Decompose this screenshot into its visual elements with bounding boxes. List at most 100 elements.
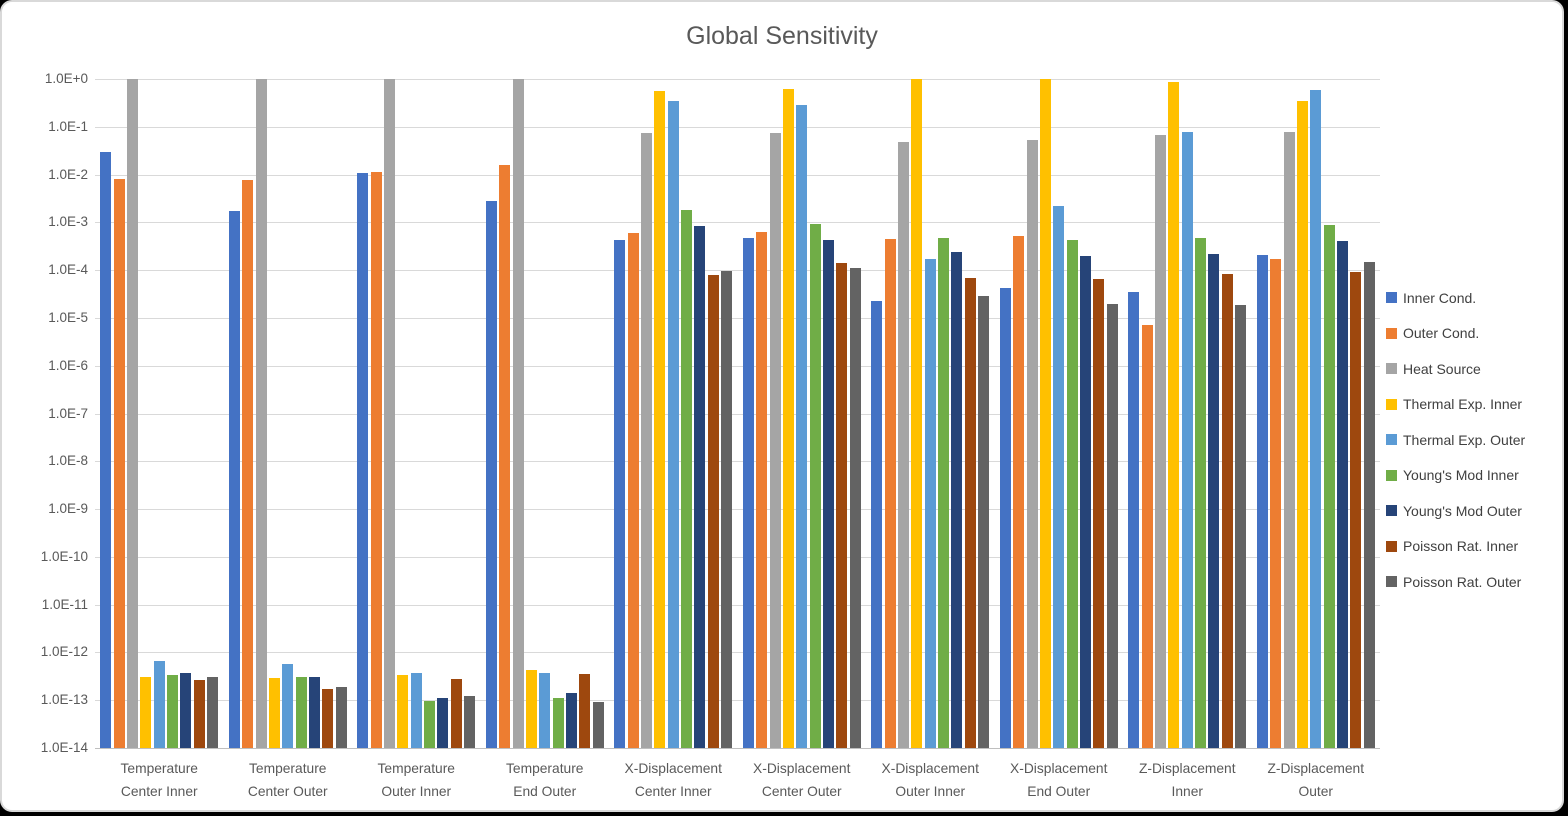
- bar-inner-cond-x-displacement-end-outer: [999, 288, 1011, 748]
- legend-swatch-icon: [1386, 434, 1397, 445]
- category-label-line: X-Displacement: [753, 761, 851, 776]
- gridline: [95, 461, 1380, 463]
- bar-inner-cond-temperature-outer-inner: [357, 172, 369, 748]
- bar-young-s-mod-outer-temperature-end-outer: [565, 693, 577, 748]
- legend-label: Young's Mod Inner: [1403, 467, 1519, 483]
- bar-poisson-rat-inner-x-displacement-outer-inner: [964, 278, 976, 748]
- category-label-line: X-Displacement: [881, 761, 979, 776]
- gridline: [95, 126, 1380, 128]
- bar-thermal-exp-inner-temperature-center-outer: [268, 678, 280, 748]
- bar-thermal-exp-outer-temperature-end-outer: [539, 673, 551, 748]
- bar-thermal-exp-outer-x-displacement-center-inner: [667, 101, 679, 748]
- bar-thermal-exp-outer-z-displacement-inner: [1181, 131, 1193, 748]
- bar-poisson-rat-inner-temperature-end-outer: [579, 673, 591, 748]
- legend-item-heat-source: Heat Source: [1386, 360, 1525, 377]
- bar-outer-cond-temperature-outer-inner: [370, 171, 382, 748]
- x-axis: Temperature Center Inner Temperature Center…: [2, 757, 1562, 812]
- bar-young-s-mod-inner-x-displacement-center-inner: [681, 210, 693, 748]
- category-label-line: End Outer: [1027, 784, 1091, 799]
- bar-outer-cond-x-displacement-outer-inner: [884, 239, 896, 748]
- category-label-line: Center Outer: [247, 784, 328, 799]
- bar-thermal-exp-outer-z-displacement-outer: [1310, 89, 1322, 748]
- y-tick-label: 1.0E-9: [48, 501, 88, 517]
- legend-item-thermal-exp-inner: Thermal Exp. Inner: [1386, 396, 1525, 412]
- bar-young-s-mod-outer-temperature-center-inner: [180, 672, 192, 748]
- gridline: [95, 174, 1380, 176]
- gridline: [95, 317, 1380, 319]
- legend-item-poisson-rat-outer: Poisson Rat. Outer: [1386, 573, 1525, 590]
- bar-heat-source-x-displacement-outer-inner: [898, 142, 910, 748]
- bar-thermal-exp-outer-temperature-center-inner: [153, 661, 165, 748]
- y-tick-label: 1.0E-7: [48, 405, 88, 421]
- legend-item-poisson-rat-inner: Poisson Rat. Inner: [1386, 538, 1525, 554]
- bar-young-s-mod-outer-x-displacement-center-outer: [822, 239, 834, 748]
- y-tick-label: 1.0E-14: [40, 740, 88, 755]
- bar-young-s-mod-inner-x-displacement-end-outer: [1066, 239, 1078, 748]
- legend-swatch-icon: [1386, 363, 1397, 374]
- y-tick-label: 1.0E-1: [48, 118, 88, 134]
- y-tick-label: 1.0E-12: [40, 644, 88, 660]
- y-tick-label: 1.0E-2: [48, 166, 88, 182]
- category-label-temperature-end-outer: Temperature End Outer: [470, 757, 620, 803]
- category-label-x-displacement-outer-inner: X-Displacement Outer Inner: [855, 757, 1005, 803]
- plot-area: [95, 79, 1380, 749]
- legend-item-inner-cond: Inner Cond.: [1386, 290, 1525, 306]
- bar-outer-cond-temperature-end-outer: [499, 164, 511, 748]
- bar-thermal-exp-inner-x-displacement-center-outer: [782, 88, 794, 748]
- legend-swatch-icon: [1386, 327, 1397, 339]
- category-label-line: Center Outer: [761, 784, 842, 799]
- category-label-line: Temperature: [120, 761, 198, 776]
- bar-heat-source-temperature-center-outer: [255, 79, 267, 748]
- legend-swatch-icon: [1386, 292, 1397, 303]
- category-label-temperature-outer-inner: Temperature Outer Inner: [341, 757, 491, 803]
- bar-inner-cond-x-displacement-outer-inner: [871, 300, 883, 748]
- category-label-line: Temperature: [249, 761, 327, 776]
- legend-label: Poisson Rat. Outer: [1403, 573, 1522, 590]
- bar-thermal-exp-inner-x-displacement-end-outer: [1039, 79, 1051, 748]
- category-label-line: Outer: [1298, 784, 1333, 799]
- legend-label: Heat Source: [1403, 360, 1481, 377]
- bar-young-s-mod-outer-z-displacement-outer: [1336, 240, 1348, 748]
- bar-poisson-rat-inner-z-displacement-inner: [1221, 273, 1233, 748]
- y-tick-label: 1.0E-13: [40, 692, 88, 708]
- category-label-line: Outer Inner: [895, 784, 966, 799]
- bar-heat-source-temperature-center-inner: [127, 79, 139, 748]
- bar-thermal-exp-outer-x-displacement-center-outer: [796, 104, 808, 748]
- y-tick-label: 1.0E-10: [40, 548, 88, 564]
- y-tick-label: 1.0E-8: [48, 453, 88, 469]
- bar-young-s-mod-inner-x-displacement-outer-inner: [938, 237, 950, 748]
- legend: Inner Cond. Outer Cond. Heat Source Thermal…: [1386, 290, 1525, 590]
- bar-heat-source-z-displacement-outer: [1283, 132, 1295, 748]
- bar-young-s-mod-inner-x-displacement-center-outer: [809, 224, 821, 748]
- gridline: [95, 556, 1380, 558]
- category-label-line: Z-Displacement: [1138, 761, 1236, 776]
- bar-outer-cond-x-displacement-center-inner: [627, 232, 639, 748]
- bar-inner-cond-temperature-center-outer: [228, 211, 240, 748]
- category-label-z-displacement-outer: Z-Displacement Outer: [1241, 757, 1391, 803]
- bar-poisson-rat-inner-x-displacement-end-outer: [1093, 279, 1105, 748]
- gridline: [95, 700, 1380, 702]
- bar-poisson-rat-inner-x-displacement-center-inner: [707, 274, 719, 748]
- bar-poisson-rat-inner-x-displacement-center-outer: [836, 263, 848, 748]
- bar-poisson-rat-outer-z-displacement-outer: [1363, 261, 1375, 748]
- legend-item-thermal-exp-outer: Thermal Exp. Outer: [1386, 432, 1525, 448]
- bar-heat-source-z-displacement-inner: [1155, 135, 1167, 748]
- bar-thermal-exp-inner-temperature-end-outer: [525, 670, 537, 748]
- bar-thermal-exp-inner-z-displacement-outer: [1296, 101, 1308, 748]
- legend-label: Outer Cond.: [1403, 325, 1480, 341]
- bar-poisson-rat-inner-z-displacement-outer: [1350, 272, 1362, 748]
- bar-inner-cond-x-displacement-center-outer: [742, 238, 754, 748]
- bar-inner-cond-temperature-end-outer: [485, 201, 497, 748]
- bar-thermal-exp-outer-temperature-outer-inner: [410, 672, 422, 748]
- bar-outer-cond-temperature-center-inner: [113, 179, 125, 748]
- gridline: [95, 509, 1380, 511]
- gridline: [95, 413, 1380, 415]
- y-tick-label: 1.0E-11: [41, 596, 88, 612]
- category-label-x-displacement-center-inner: X-Displacement Center Inner: [598, 757, 748, 803]
- bar-young-s-mod-outer-temperature-center-outer: [308, 676, 320, 748]
- bar-inner-cond-z-displacement-outer: [1256, 254, 1268, 748]
- category-label-line: X-Displacement: [624, 761, 722, 776]
- bar-outer-cond-z-displacement-inner: [1141, 324, 1153, 748]
- y-tick-label: 1.0E-4: [48, 262, 88, 278]
